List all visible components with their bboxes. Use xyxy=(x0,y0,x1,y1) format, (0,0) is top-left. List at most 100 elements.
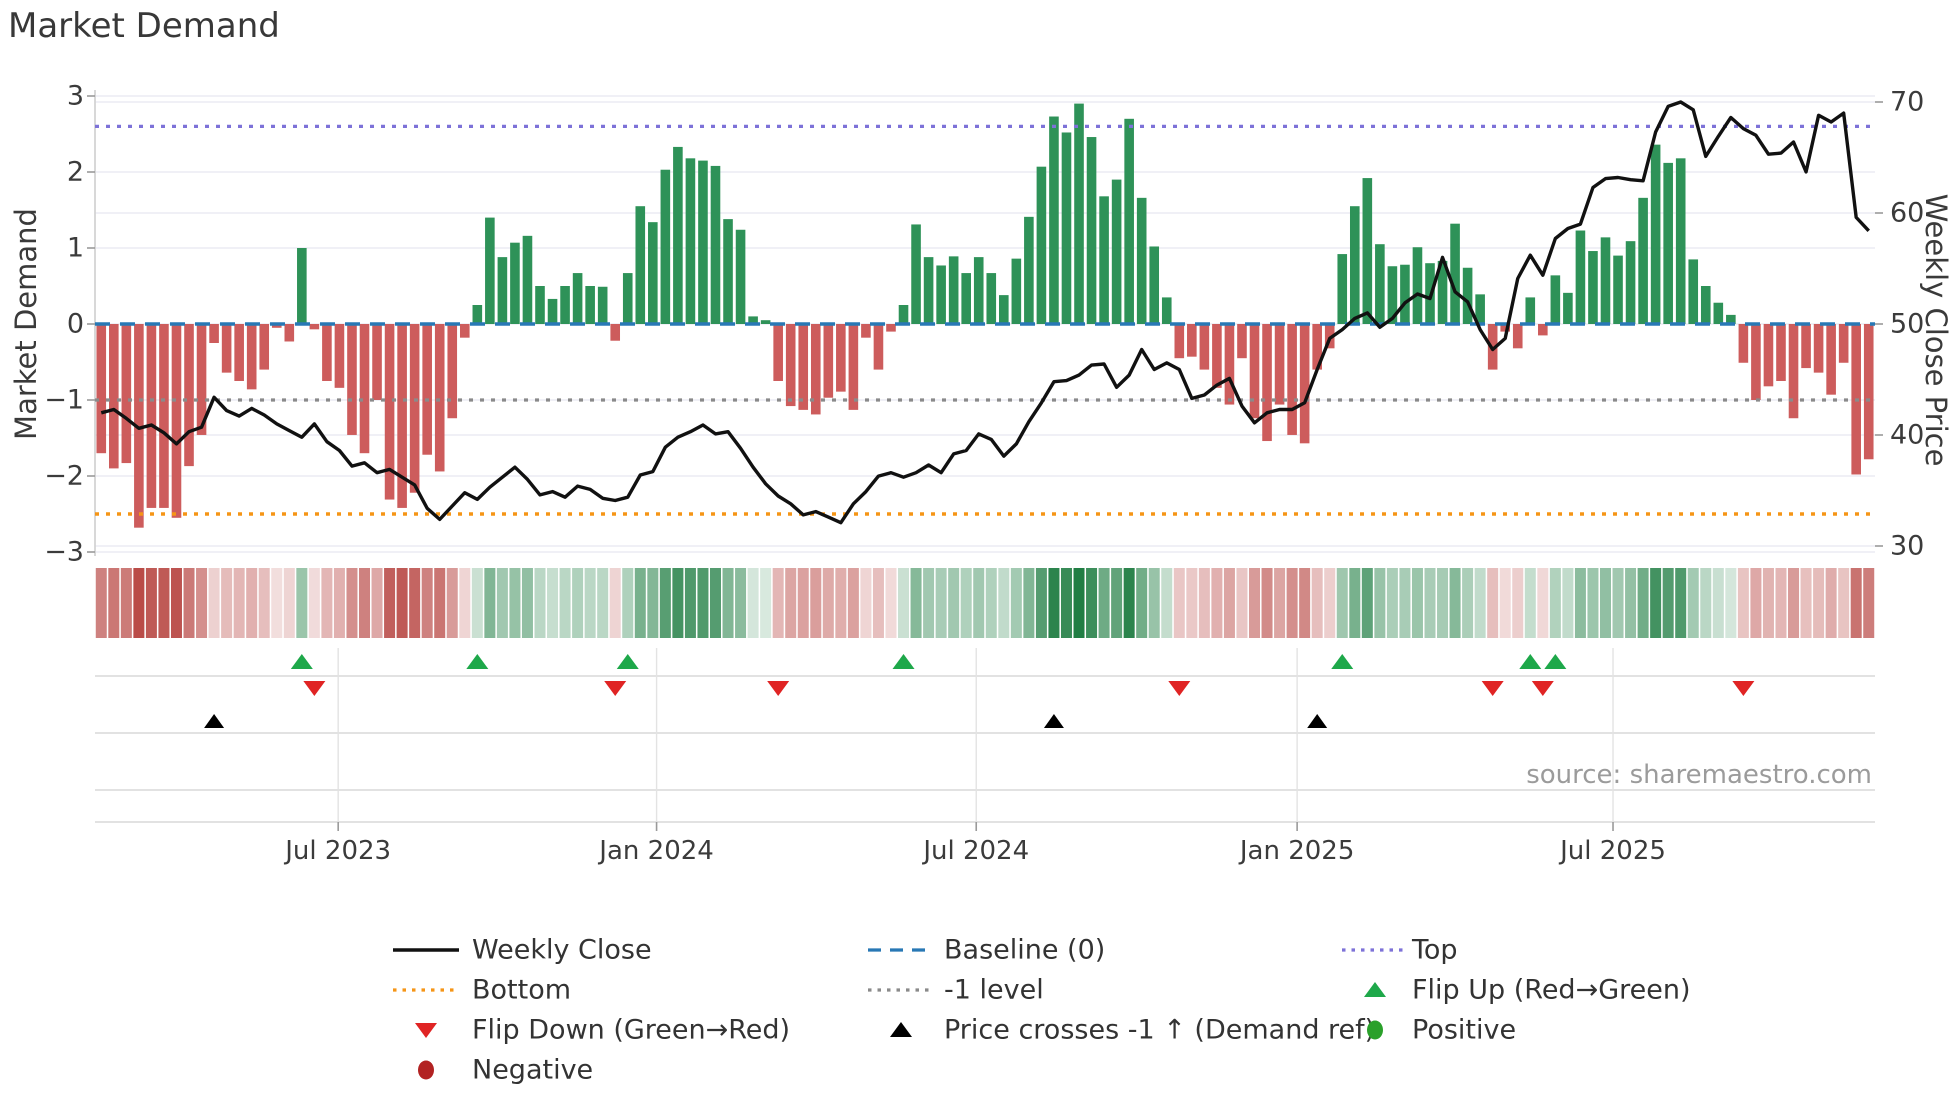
heatmap-cell xyxy=(1349,568,1361,638)
right-axis-tick: 50 xyxy=(1890,308,1925,340)
heatmap-cell xyxy=(1725,568,1737,638)
heatmap-cell xyxy=(1737,568,1749,638)
demand-bar-positive xyxy=(1726,314,1736,324)
demand-bar-negative xyxy=(810,324,821,415)
heatmap-cell xyxy=(1411,568,1423,638)
heatmap-cell xyxy=(271,568,283,638)
legend-label: Top xyxy=(1412,934,1458,966)
weekly-close-line xyxy=(100,100,1870,525)
heatmap-cell xyxy=(521,568,533,638)
heatmap-cell xyxy=(609,568,621,638)
demand-bar-negative xyxy=(171,324,182,518)
demand-bar-negative xyxy=(1224,324,1235,405)
demand-bar-negative xyxy=(121,324,132,464)
demand-bar-negative xyxy=(334,324,345,388)
heatmap-cell xyxy=(258,568,270,638)
demand-bar-positive xyxy=(1462,267,1473,324)
demand-bar-negative xyxy=(96,324,107,454)
demand-bar-negative xyxy=(1763,324,1774,387)
heatmap-cell xyxy=(659,568,671,638)
demand-bar-negative xyxy=(1174,324,1185,359)
heatmap-cell xyxy=(1800,568,1812,638)
heatmap-cell xyxy=(1587,568,1599,638)
heatmap-cell xyxy=(108,568,120,638)
flip-down-icon xyxy=(1531,681,1554,696)
heatmap-cell xyxy=(1524,568,1536,638)
flip-up-icon xyxy=(1331,654,1354,669)
demand-bar-positive xyxy=(1600,237,1611,324)
heatmap-cell xyxy=(384,568,396,638)
demand-bar-negative xyxy=(848,324,859,410)
heatmap-cell xyxy=(509,568,521,638)
demand-bar-negative xyxy=(836,324,846,392)
heatmap-cell xyxy=(196,568,208,638)
legend-label: Price crosses -1 ↑ (Demand ref) xyxy=(944,1014,1376,1046)
flip-up-icon xyxy=(616,654,639,669)
legend-swatch-dotted-icon xyxy=(1342,948,1408,952)
heatmap-cell xyxy=(1010,568,1022,638)
demand-bar-positive xyxy=(936,265,946,324)
right-axis-tick: 70 xyxy=(1890,86,1925,118)
heatmap-cell xyxy=(709,568,721,638)
price-cross-icon xyxy=(1307,714,1328,728)
x-axis-tick: Jul 2024 xyxy=(923,836,1030,866)
flip-up-icon xyxy=(1544,654,1567,669)
heatmap-cell xyxy=(1512,568,1524,638)
demand-bar-negative xyxy=(1274,324,1285,405)
heatmap-cell xyxy=(584,568,596,638)
left-axis-tick: 3 xyxy=(66,80,84,112)
heatmap-cell xyxy=(760,568,772,638)
right-axis-tick: 40 xyxy=(1890,419,1925,451)
heatmap-cell xyxy=(1700,568,1712,638)
demand-bar-positive xyxy=(1024,216,1034,324)
heatmap-cell xyxy=(1374,568,1386,638)
heatmap-cell xyxy=(860,568,872,638)
legend-swatch-circle-icon xyxy=(1367,1020,1383,1040)
demand-bar-positive xyxy=(635,206,646,324)
tri_up-glyph xyxy=(1364,982,1386,997)
heatmap-cell xyxy=(133,568,145,638)
demand-bar-positive xyxy=(485,217,495,324)
heatmap-cell xyxy=(321,568,333,638)
heatmap-cell xyxy=(1825,568,1837,638)
heatmap-cell xyxy=(822,568,834,638)
demand-bar-positive xyxy=(1713,302,1724,324)
flip-down-icon xyxy=(1168,681,1191,696)
heatmap-cell xyxy=(421,568,433,638)
demand-bar-positive xyxy=(1111,179,1122,324)
demand-bar-positive xyxy=(1161,297,1172,324)
heatmap-cell xyxy=(672,568,684,638)
demand-bar-positive xyxy=(648,222,658,324)
legend-label: -1 level xyxy=(944,974,1044,1006)
demand-bar-positive xyxy=(1099,196,1109,324)
legend-swatch-dashed-icon xyxy=(868,948,934,952)
left-axis-tick: −2 xyxy=(44,460,84,492)
demand-bar-positive xyxy=(1011,258,1022,324)
heatmap-cell xyxy=(1249,568,1261,638)
heatmap-cell xyxy=(622,568,634,638)
demand-bar-positive xyxy=(1663,162,1673,324)
demand-bar-negative xyxy=(1512,324,1523,349)
heatmap-cell xyxy=(233,568,245,638)
demand-bar-negative xyxy=(422,324,432,455)
demand-bar-negative xyxy=(359,324,370,454)
demand-bar-positive xyxy=(923,257,934,324)
demand-bar-positive xyxy=(1349,206,1360,324)
flip-down-icon xyxy=(604,681,627,696)
demand-bar-negative xyxy=(109,324,119,469)
heatmap-cell xyxy=(170,568,182,638)
flip-down-icon xyxy=(1732,681,1755,696)
tri_down-glyph xyxy=(415,1023,437,1038)
heatmap-cell xyxy=(1098,568,1110,638)
heatmap-cell xyxy=(1286,568,1298,638)
heatmap-cell xyxy=(396,568,408,638)
demand-bar-negative xyxy=(1287,324,1297,435)
heatmap-cell xyxy=(346,568,358,638)
heatmap-cell xyxy=(1424,568,1436,638)
heatmap-cell xyxy=(484,568,496,638)
heatmap-cell xyxy=(471,568,483,638)
heatmap-cell xyxy=(359,568,371,638)
heatmap-cell xyxy=(1712,568,1724,638)
price-cross-icon xyxy=(1043,714,1064,728)
